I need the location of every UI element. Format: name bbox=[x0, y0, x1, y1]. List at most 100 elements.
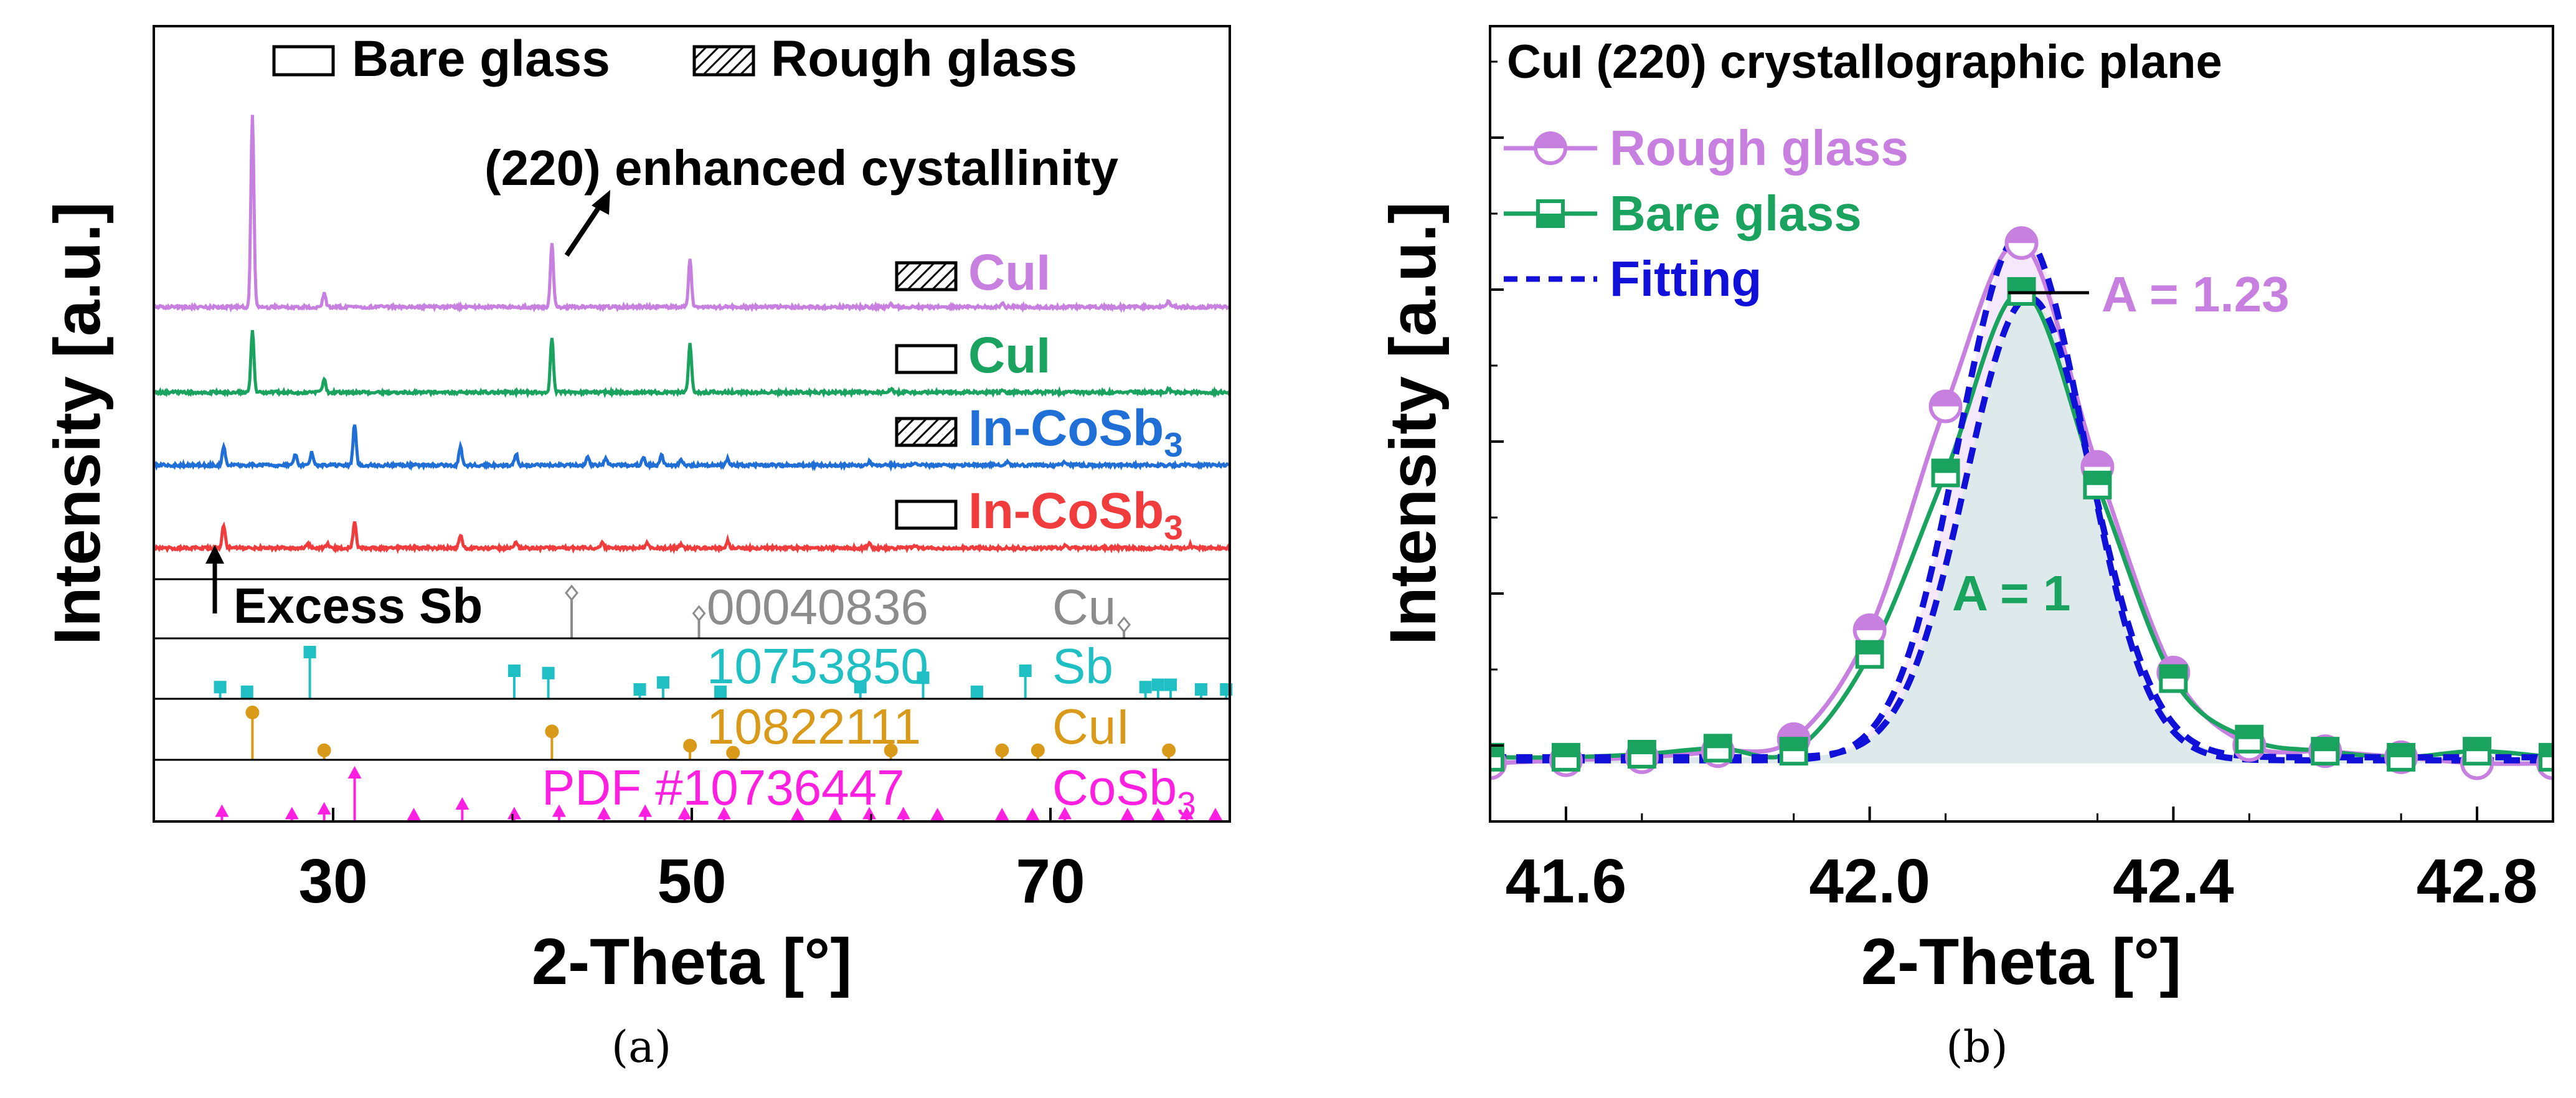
data-point-rough-glass-fill bbox=[1778, 724, 1809, 739]
reference-marker bbox=[917, 671, 930, 684]
reference-marker bbox=[545, 724, 559, 739]
reference-marker bbox=[970, 685, 983, 698]
reference-marker bbox=[1019, 665, 1032, 677]
series-label-subscript: 3 bbox=[1164, 425, 1183, 464]
reference-marker bbox=[597, 807, 611, 820]
panel-a-series-labels: CuI CuI In-CoSb3 In-CoSb3 bbox=[895, 244, 1183, 547]
reference-marker bbox=[995, 743, 1009, 757]
reference-phase-subscript: 3 bbox=[1177, 785, 1196, 823]
reference-marker bbox=[828, 808, 842, 820]
reference-marker bbox=[1162, 743, 1176, 757]
reference-phase-label: CuI bbox=[1052, 699, 1130, 754]
panel-b-title: CuI (220) crystallographic plane bbox=[1507, 35, 2222, 88]
legend-rough-glass-label: Rough glass bbox=[1610, 120, 1908, 176]
reference-marker bbox=[1139, 681, 1152, 694]
x-tick-label: 41.6 bbox=[1506, 846, 1627, 916]
reference-marker bbox=[717, 807, 731, 820]
annotation-area-bare: A = 1 bbox=[1952, 566, 2070, 621]
x-tick-label: 42.8 bbox=[2417, 846, 2538, 916]
annotation-excess-sb: Excess Sb bbox=[234, 578, 483, 633]
reference-marker bbox=[995, 808, 1009, 820]
reference-marker bbox=[1026, 808, 1040, 820]
panel-b-legend: Rough glass Bare glass Fitting bbox=[1504, 120, 1908, 306]
reference-phase-label: Sb bbox=[1052, 638, 1113, 694]
legend-fitting-label: Fitting bbox=[1610, 251, 1762, 306]
x-tick-label: 42.4 bbox=[2113, 846, 2234, 916]
legend-bare-swatch bbox=[272, 45, 335, 77]
reference-marker bbox=[1208, 808, 1222, 820]
trace-in-cosb3-rough bbox=[153, 424, 1231, 472]
panel-a-legend: Bare glass Rough glass bbox=[272, 31, 1077, 87]
trace-cui-rough bbox=[153, 115, 1231, 313]
panel-a-y-axis-label: Intensity [a.u.] bbox=[41, 202, 114, 645]
x-tick-label: 70 bbox=[1016, 846, 1085, 916]
data-point-bare-glass-fill bbox=[2085, 472, 2110, 485]
reference-marker bbox=[303, 646, 316, 658]
reference-marker bbox=[215, 804, 229, 817]
series-label-subscript: 3 bbox=[1164, 508, 1183, 547]
reference-card-id: PDF #10736447 bbox=[542, 760, 905, 815]
reference-marker bbox=[896, 807, 910, 820]
reference-marker bbox=[884, 743, 898, 757]
reference-marker bbox=[455, 797, 469, 810]
x-tick-label: 50 bbox=[657, 846, 726, 916]
reference-phase-label: CoSb3 bbox=[1052, 760, 1196, 823]
series-swatch-rough bbox=[895, 261, 958, 291]
reference-marker bbox=[245, 706, 260, 719]
reference-marker bbox=[714, 685, 727, 698]
series-label-cui-bare: CuI bbox=[968, 327, 1050, 384]
series-swatch-rough bbox=[895, 417, 958, 447]
reference-marker bbox=[683, 739, 697, 753]
legend-rough-glass: Rough glass bbox=[1504, 120, 1908, 176]
panel-a-reference-labels: 00040836 Cu 10753850 Sb 10822111 CuI PDF #1073… bbox=[542, 579, 1196, 823]
reference-marker bbox=[1058, 807, 1072, 820]
panel-b: 41.6 42.0 42.4 42.8 CuI (220) crystallograp… bbox=[1377, 25, 2554, 1072]
data-point-bare-glass-fill bbox=[2389, 744, 2414, 757]
annotation-enhanced-crystallinity: (220) enhanced cystallinity bbox=[484, 140, 1119, 196]
panel-a-traces bbox=[152, 115, 1232, 554]
legend-bare-label: Bare glass bbox=[352, 31, 610, 87]
reference-marker bbox=[633, 683, 646, 696]
reference-marker bbox=[542, 666, 555, 679]
data-point-bare-glass-fill bbox=[1490, 744, 1503, 757]
panel-a: 30 50 70 Bare glass Rough glass (220) enha… bbox=[41, 25, 1233, 1072]
area-shading-bare bbox=[1490, 297, 2553, 764]
reference-marker bbox=[552, 804, 566, 817]
arrowhead-excess-sb bbox=[205, 545, 224, 564]
reference-marker bbox=[1031, 743, 1045, 757]
reference-card-id: 10753850 bbox=[707, 638, 928, 694]
reference-marker bbox=[854, 681, 867, 694]
reference-marker bbox=[1117, 616, 1131, 633]
data-point-bare-glass-fill bbox=[2161, 666, 2186, 679]
reference-card-id: 00040836 bbox=[707, 579, 928, 635]
legend-rough-label: Rough glass bbox=[771, 31, 1077, 87]
panel-a-caption: (a) bbox=[611, 1021, 671, 1072]
reference-marker bbox=[1120, 808, 1135, 820]
arrowhead-enhanced-crystallinity bbox=[592, 190, 610, 215]
data-point-bare-glass-fill bbox=[2313, 739, 2338, 752]
data-point-rough-glass-fill bbox=[2082, 452, 2113, 467]
reference-marker bbox=[240, 685, 253, 698]
reference-marker bbox=[862, 807, 877, 820]
reference-marker bbox=[1151, 678, 1164, 691]
panel-b-y-axis-label: Intensity [a.u.] bbox=[1377, 202, 1450, 645]
data-point-bare-glass-fill bbox=[2009, 278, 2034, 291]
data-point-bare-glass-fill bbox=[1553, 744, 1578, 757]
reference-marker bbox=[214, 681, 227, 694]
reference-marker bbox=[565, 584, 578, 602]
trace-in-cosb3-bare bbox=[153, 521, 1231, 554]
reference-marker bbox=[677, 807, 692, 820]
panel-a-x-ticks: 30 50 70 bbox=[298, 808, 1085, 916]
reference-marker bbox=[347, 766, 362, 779]
series-label-in-cosb3-rough: In-CoSb3 bbox=[968, 400, 1183, 464]
trace-cui-bare bbox=[152, 329, 1232, 399]
panel-b-ticks: 41.6 42.0 42.4 42.8 bbox=[1490, 60, 2538, 916]
data-point-rough-glass-fill bbox=[1854, 615, 1885, 630]
panel-b-x-axis-label: 2-Theta [°] bbox=[1861, 925, 2182, 998]
legend-bare-glass: Bare glass bbox=[1504, 186, 1862, 241]
panel-a-reference-patterns bbox=[214, 584, 1233, 821]
data-point-bare-glass-fill bbox=[2237, 726, 2262, 739]
reference-marker bbox=[692, 605, 706, 622]
data-point-rough-glass-fill bbox=[1930, 391, 1961, 407]
